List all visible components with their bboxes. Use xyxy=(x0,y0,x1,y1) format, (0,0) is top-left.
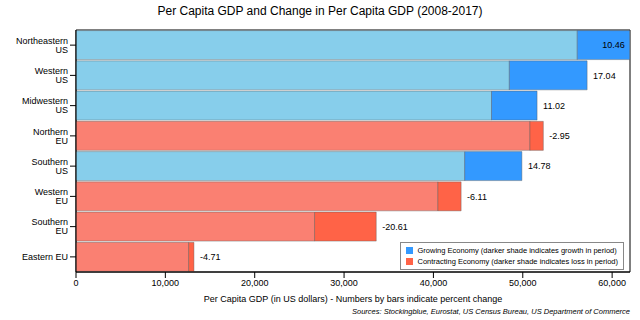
svg-text:17.04: 17.04 xyxy=(593,71,616,81)
svg-text:20,000: 20,000 xyxy=(241,278,269,288)
svg-text:WesternEU: WesternEU xyxy=(35,187,68,206)
svg-text:11.02: 11.02 xyxy=(543,101,565,111)
svg-text:40,000: 40,000 xyxy=(420,278,448,288)
html-text:Contracting Economy (darker sh: Contracting Economy (darker shade indica… xyxy=(417,257,618,266)
svg-text:10,000: 10,000 xyxy=(152,278,180,288)
svg-text:SouthernUS: SouthernUS xyxy=(31,157,68,176)
svg-text:60,000: 60,000 xyxy=(598,278,626,288)
svg-text:30,000: 30,000 xyxy=(330,278,358,288)
html-text:Growing Economy (darker shade: Growing Economy (darker shade indicates … xyxy=(417,246,617,255)
svg-text:50,000: 50,000 xyxy=(509,278,537,288)
svg-text:Per Capita GDP (in US dollars): Per Capita GDP (in US dollars) - Numbers… xyxy=(204,294,502,304)
svg-text:SouthernEU: SouthernEU xyxy=(31,217,68,236)
html-text:Sources: Stockingblue, Eurosta: Sources: Stockingblue, Eurostat, US Cens… xyxy=(352,307,630,316)
svg-text:14.78: 14.78 xyxy=(528,161,551,171)
svg-text:-6.11: -6.11 xyxy=(467,192,487,202)
svg-text:-4.71: -4.71 xyxy=(200,252,221,262)
svg-text:0: 0 xyxy=(73,278,78,288)
svg-text:NorthernEU: NorthernEU xyxy=(33,127,68,146)
svg-text:WesternUS: WesternUS xyxy=(35,66,68,85)
svg-text:NortheasternUS: NortheasternUS xyxy=(16,36,68,55)
svg-text:-2.95: -2.95 xyxy=(549,131,570,141)
svg-text:-20.61: -20.61 xyxy=(382,222,408,232)
svg-text:Eastern EU: Eastern EU xyxy=(22,252,68,262)
svg-text:10.46: 10.46 xyxy=(602,40,625,50)
html-text:Per Capita GDP and Change in P: Per Capita GDP and Change in Per Capita … xyxy=(157,4,483,18)
svg-text:MidwesternUS: MidwesternUS xyxy=(22,96,68,115)
